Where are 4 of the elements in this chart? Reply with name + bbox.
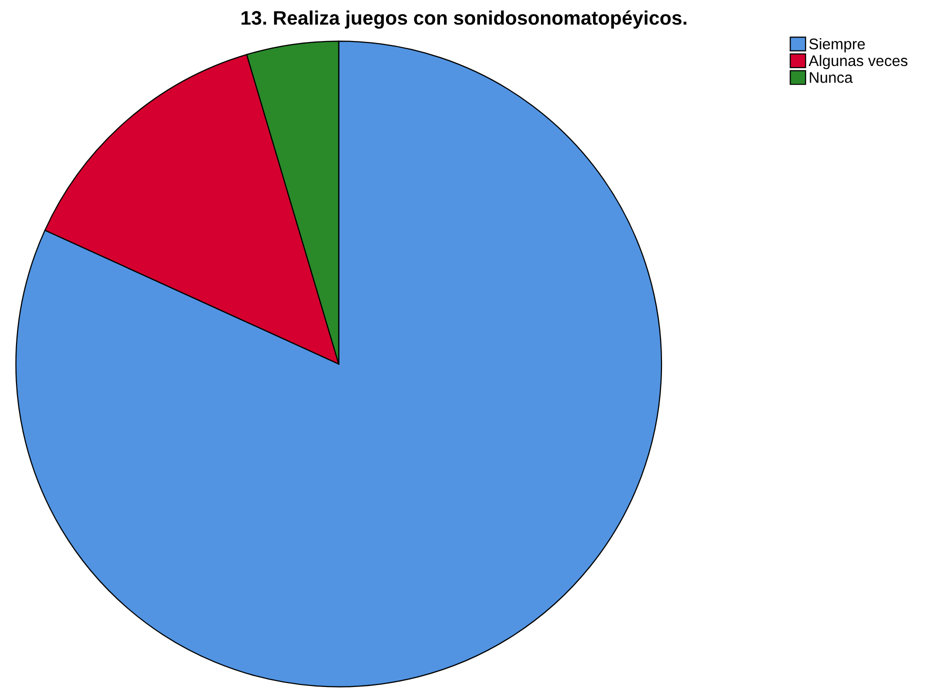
chart-title: 13. Realiza juegos con sonidosonomatopéyicos. (242, 10, 686, 29)
legend-label: Siempre (809, 38, 865, 52)
legend-label: Nunca (810, 72, 853, 83)
legend-label: Algunas veces (808, 54, 908, 70)
